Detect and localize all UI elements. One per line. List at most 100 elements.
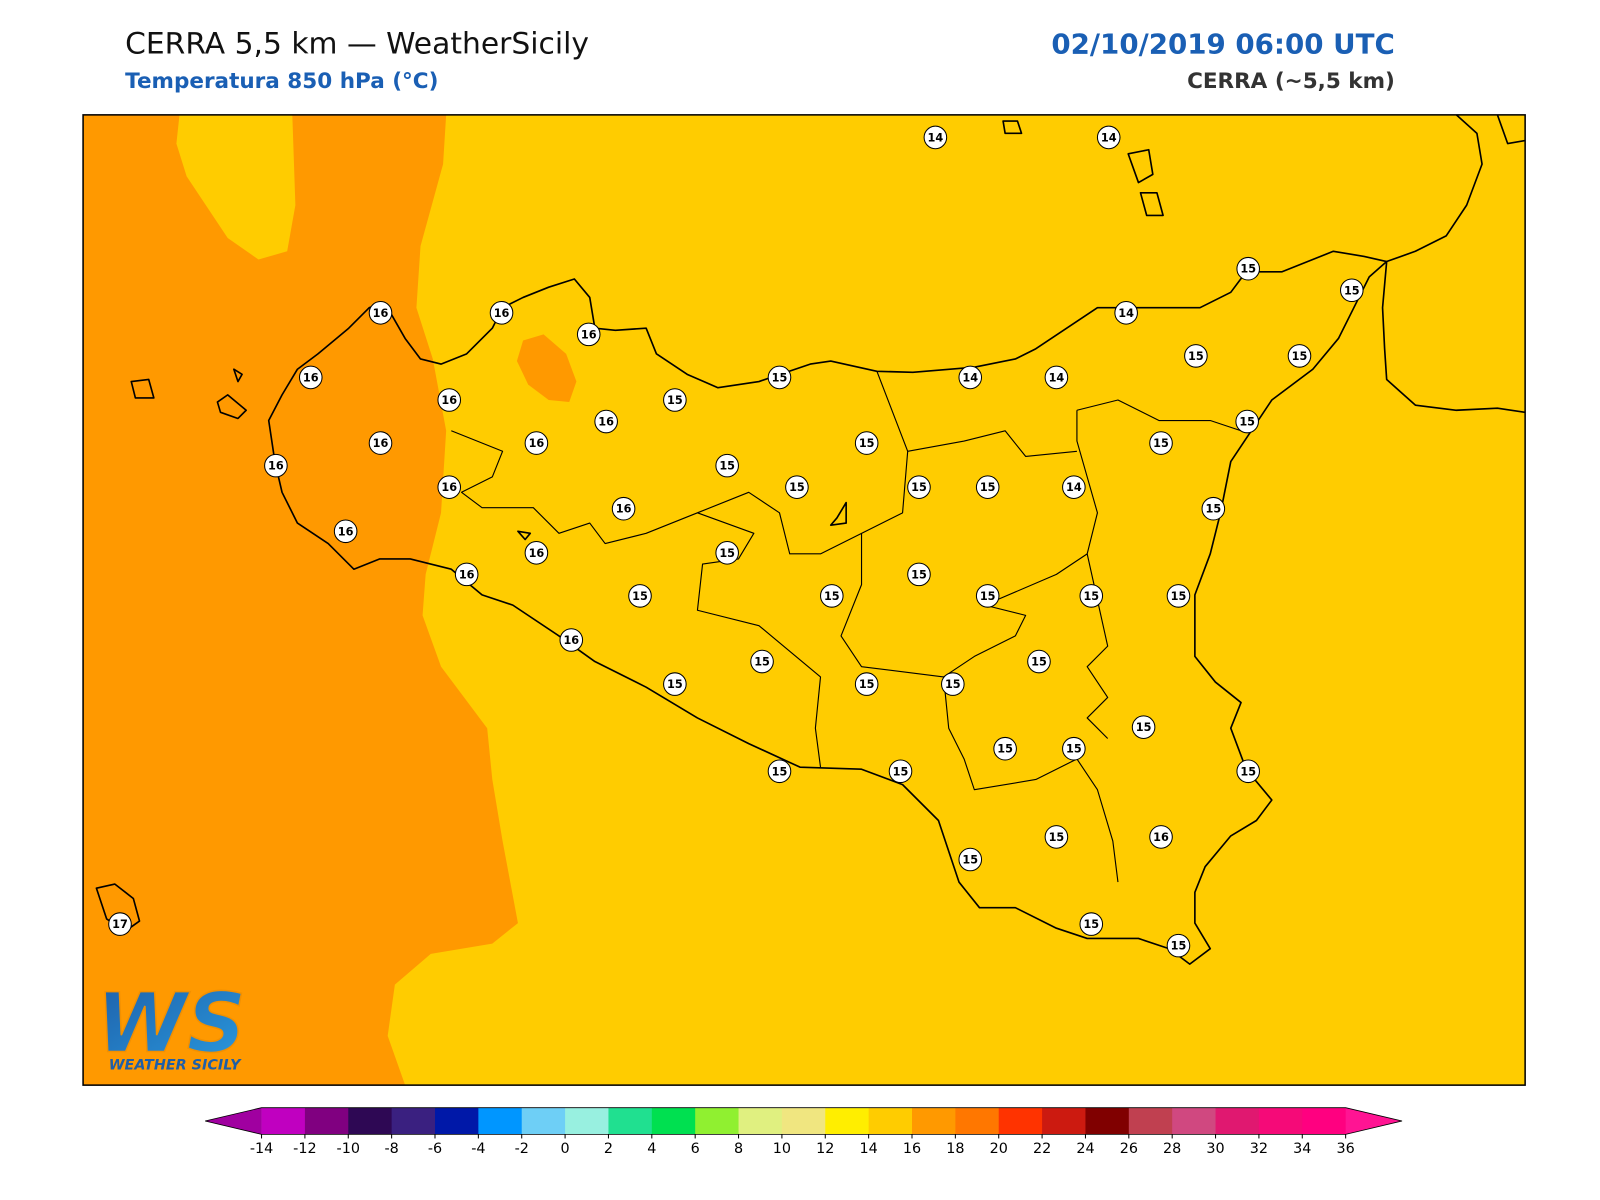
station-value: 15 xyxy=(1292,350,1308,363)
station-marker xyxy=(907,475,931,499)
color-segment xyxy=(521,1107,566,1135)
color-segment xyxy=(1085,1107,1130,1135)
color-segment xyxy=(1128,1107,1173,1135)
station-value: 16 xyxy=(459,568,475,581)
station-marker xyxy=(1096,125,1121,150)
station: 15 xyxy=(819,584,844,608)
color-segment xyxy=(868,1107,913,1135)
datetime: 02/10/2019 06:00 UTC xyxy=(1051,27,1394,60)
station-value: 16 xyxy=(441,481,457,494)
colorbar-tick-label: 12 xyxy=(816,1141,834,1157)
station: 16 xyxy=(437,475,462,499)
station-marker xyxy=(524,431,549,455)
logo-caption: WEATHER SICILY xyxy=(109,1058,242,1074)
station: 15 xyxy=(1339,278,1364,303)
station-marker xyxy=(785,475,809,499)
station-marker xyxy=(611,496,636,521)
colorbar-tick-label: 0 xyxy=(561,1141,570,1157)
station-marker xyxy=(767,759,792,784)
station-value: 16 xyxy=(441,394,457,407)
station: 17 xyxy=(108,912,132,936)
station-value: 15 xyxy=(1083,918,1099,931)
station: 15 xyxy=(907,562,931,587)
station: 16 xyxy=(454,562,479,587)
station-marker xyxy=(594,409,618,434)
station-marker xyxy=(368,431,393,455)
station-marker xyxy=(1166,933,1191,958)
station-marker xyxy=(437,388,462,412)
station-value: 15 xyxy=(1049,831,1065,844)
colorbar-tick-label: -4 xyxy=(471,1141,485,1157)
station: 15 xyxy=(767,759,792,784)
station: 15 xyxy=(854,431,879,455)
station-value: 16 xyxy=(529,437,545,450)
station-value: 16 xyxy=(268,460,284,473)
station-value: 15 xyxy=(1344,284,1360,297)
color-segment xyxy=(1042,1107,1086,1135)
station: 16 xyxy=(333,519,358,544)
station: 16 xyxy=(437,388,462,412)
station-value: 15 xyxy=(1136,721,1152,734)
station-marker xyxy=(663,672,687,696)
station-value: 15 xyxy=(1239,416,1255,429)
station-marker xyxy=(975,584,1000,608)
field-16-18 xyxy=(516,334,577,403)
station-value: 15 xyxy=(1188,350,1204,363)
station-marker xyxy=(767,365,792,390)
station-value: 15 xyxy=(997,743,1013,756)
station: 14 xyxy=(958,365,983,390)
station-marker xyxy=(1131,715,1156,739)
station: 15 xyxy=(1235,409,1259,434)
station-marker xyxy=(1114,301,1138,325)
station: 15 xyxy=(1236,256,1260,281)
station-value: 15 xyxy=(719,460,735,473)
station-value: 16 xyxy=(529,547,545,560)
station: 15 xyxy=(993,736,1017,761)
station-value: 16 xyxy=(581,328,597,341)
station-value: 15 xyxy=(1171,940,1187,953)
station: 15 xyxy=(1079,584,1104,608)
station: 15 xyxy=(715,453,739,478)
station: 15 xyxy=(785,475,809,499)
colorbar-tick-label: 16 xyxy=(903,1141,921,1157)
color-segment xyxy=(1302,1107,1347,1135)
color-segment xyxy=(304,1107,349,1135)
station-value: 15 xyxy=(945,678,961,691)
color-segment xyxy=(781,1107,826,1135)
station: 14 xyxy=(1114,301,1138,325)
station: 15 xyxy=(1236,759,1260,784)
station-value: 14 xyxy=(1101,131,1117,144)
station: 15 xyxy=(1201,496,1226,521)
station-value: 16 xyxy=(616,503,632,516)
title: CERRA 5,5 km — WeatherSicily xyxy=(125,26,589,61)
station-marker xyxy=(1236,256,1260,281)
station: 16 xyxy=(611,496,636,521)
station: 15 xyxy=(663,388,687,412)
colorbar-tick-label: 26 xyxy=(1120,1141,1138,1157)
station: 16 xyxy=(264,453,288,478)
colorbar-tick-label: 24 xyxy=(1076,1141,1094,1157)
color-segment xyxy=(955,1107,1000,1135)
station-marker xyxy=(368,301,393,325)
color-segment xyxy=(695,1107,740,1135)
colorbar-tick-label: 20 xyxy=(990,1141,1008,1157)
station: 15 xyxy=(1044,825,1069,849)
station-value: 15 xyxy=(754,656,770,669)
colorbar-tick-label: 22 xyxy=(1033,1141,1051,1157)
station-marker xyxy=(975,475,1000,499)
station-value: 15 xyxy=(1171,590,1187,603)
station: 15 xyxy=(1079,912,1104,936)
station-marker xyxy=(1184,344,1208,368)
station-marker xyxy=(663,388,687,412)
logo: WS WEATHER SICILY xyxy=(96,976,247,1074)
station-value: 15 xyxy=(980,481,996,494)
colorbar-tick-label: 28 xyxy=(1163,1141,1181,1157)
station: 16 xyxy=(524,431,549,455)
station-marker xyxy=(437,475,462,499)
station: 15 xyxy=(1131,715,1156,739)
station: 16 xyxy=(368,301,393,325)
colorbar: -14 -12 -10 -8 -6 -4 -2 0 2 4 6 8 10 12 14 16 18 20 22 24 26… xyxy=(205,1107,1403,1157)
station: 15 xyxy=(1166,584,1191,608)
